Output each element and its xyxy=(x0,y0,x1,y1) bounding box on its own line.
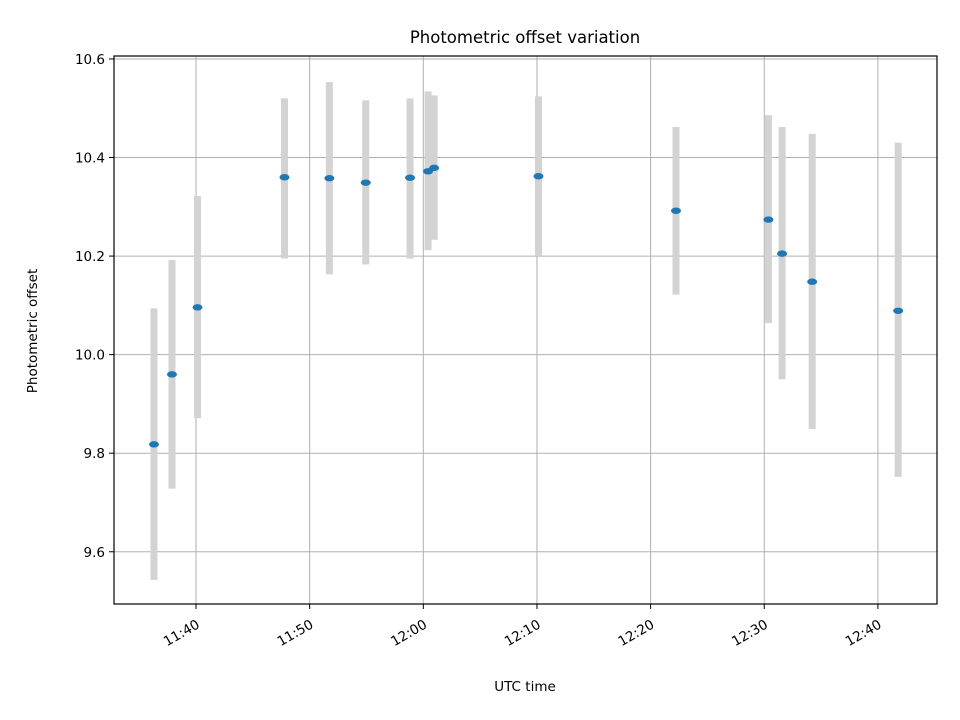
data-point xyxy=(192,304,203,311)
data-point xyxy=(279,174,290,181)
y-tick-label: 10.4 xyxy=(75,151,105,167)
data-point xyxy=(777,250,788,257)
y-tick-label: 10.6 xyxy=(75,52,105,68)
data-point xyxy=(763,216,774,223)
y-tick-label: 9.8 xyxy=(84,446,105,462)
data-point xyxy=(807,278,818,285)
chart-title: Photometric offset variation xyxy=(410,28,640,47)
data-markers xyxy=(148,164,904,448)
data-point xyxy=(670,207,681,214)
data-point xyxy=(533,173,544,180)
y-axis-label: Photometric offset xyxy=(25,269,41,393)
plot-area-frame xyxy=(113,55,938,605)
data-point xyxy=(166,371,177,378)
y-tick-label: 10.2 xyxy=(75,249,105,265)
y-tick-label: 9.6 xyxy=(84,545,105,561)
data-point xyxy=(360,179,371,186)
data-point xyxy=(429,164,440,172)
x-axis-label: UTC time xyxy=(494,679,556,695)
data-point xyxy=(893,307,904,314)
grid-lines xyxy=(114,56,937,604)
data-point xyxy=(405,174,416,181)
data-point xyxy=(324,175,335,182)
y-tick-label: 10.0 xyxy=(75,348,105,364)
data-point xyxy=(148,441,159,448)
